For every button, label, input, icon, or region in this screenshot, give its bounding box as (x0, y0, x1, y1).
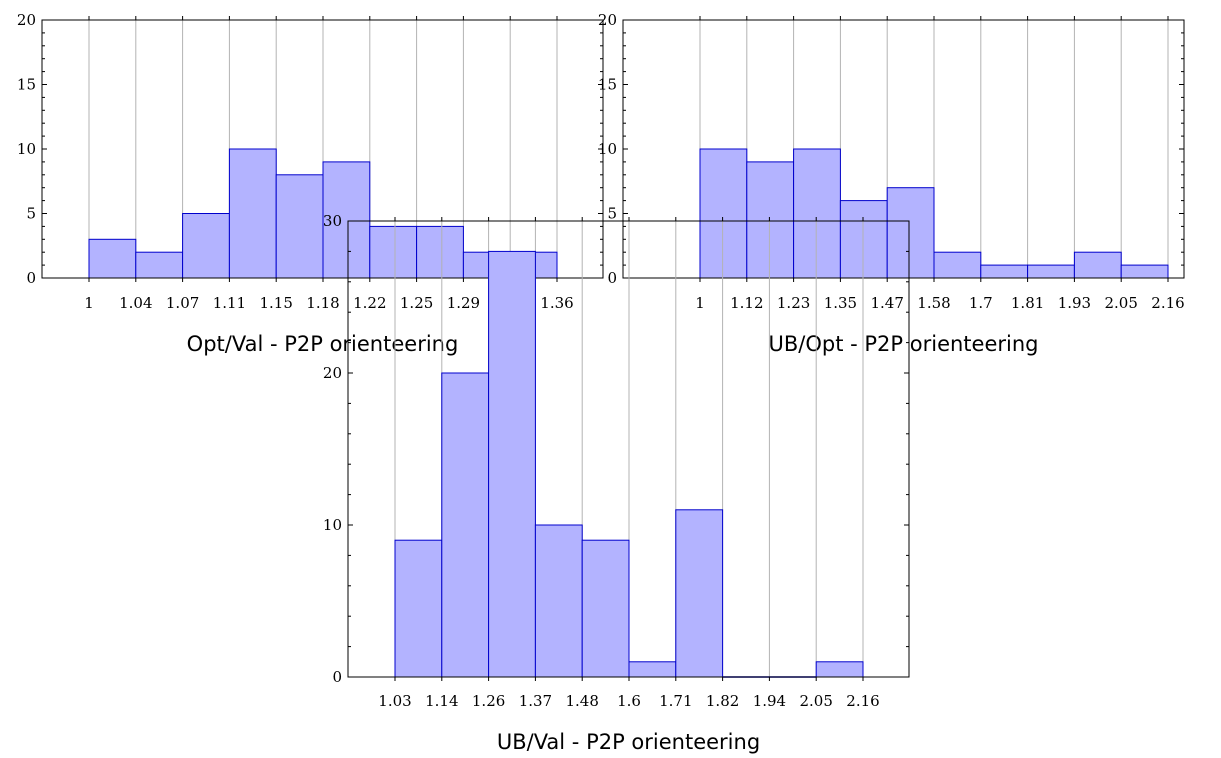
histogram-bar (182, 213, 230, 279)
histogram-bar (815, 661, 864, 678)
histogram-bar (534, 524, 583, 678)
histogram-bar (699, 148, 748, 279)
x-tick-label: 1.7 (969, 294, 993, 312)
x-tick-label: 1.14 (425, 692, 458, 710)
histogram-bar (88, 238, 137, 279)
y-tick-label: 10 (323, 516, 342, 534)
x-axis-label: UB/Val - P2P orienteering (497, 730, 760, 754)
x-tick-label: 1.11 (213, 294, 246, 312)
histogram-bar (1120, 264, 1169, 279)
x-tick-label: 1.03 (378, 692, 411, 710)
y-tick-label: 20 (323, 364, 342, 382)
histogram-opt-val: 0 5 10 15 20 1 1.04 1.07 1.11 1.15 1.18 1.22 1.25 1.2… (17, 11, 604, 356)
x-tick-label: 1.81 (1011, 294, 1044, 312)
histogram-bar (746, 161, 795, 279)
x-tick-label: 1.35 (824, 294, 857, 312)
histogram-bar (416, 225, 464, 279)
x-tick-label: 1.48 (565, 692, 598, 710)
histogram-bar (135, 251, 184, 279)
histogram-bar (488, 250, 536, 678)
y-tick-label: 0 (607, 269, 617, 287)
x-tick-label: 1.94 (753, 692, 786, 710)
y-tick-label: 10 (17, 140, 36, 158)
histogram-bar (628, 661, 677, 678)
y-tick-label: 15 (17, 76, 36, 94)
histogram-bar (1073, 251, 1122, 279)
y-tick-label: 30 (323, 212, 342, 230)
x-tick-label: 2.16 (1151, 294, 1184, 312)
x-tick-label: 1.47 (870, 294, 903, 312)
histogram-bar (886, 187, 935, 279)
histogram-ub-opt: 0 5 10 15 20 1 1.12 1.23 1.35 1.47 1.58 1.7 1.81 1.93… (598, 11, 1185, 356)
x-tick-label: 1.12 (730, 294, 763, 312)
x-tick-label: 1.6 (617, 692, 641, 710)
histogram-bar (581, 539, 630, 678)
x-axis-label: UB/Opt - P2P orienteering (769, 332, 1039, 356)
histogram-bar (933, 251, 982, 279)
x-tick-label: 1.71 (659, 692, 692, 710)
x-tick-label: 1.23 (777, 294, 810, 312)
x-tick-label: 2.16 (846, 692, 879, 710)
x-tick-label: 1.25 (400, 294, 433, 312)
x-tick-label: 1.29 (447, 294, 480, 312)
histogram-bar (793, 148, 841, 279)
x-tick-label: 2.05 (1104, 294, 1137, 312)
x-tick-label: 1.26 (472, 692, 505, 710)
histogram-bar (228, 148, 277, 279)
histogram-bar (839, 200, 888, 279)
y-tick-label: 20 (17, 11, 36, 29)
histogram-bar (275, 174, 324, 279)
histogram-bar (441, 372, 490, 678)
histogram-bar (980, 264, 1029, 279)
y-tick-label: 15 (598, 76, 617, 94)
x-axis-label: Opt/Val - P2P orienteering (187, 332, 459, 356)
y-tick-label: 20 (598, 11, 617, 29)
x-tick-label: 1.93 (1058, 294, 1091, 312)
x-tick-label: 1.58 (917, 294, 950, 312)
histogram-bar (322, 161, 371, 279)
x-tick-label: 1.22 (353, 294, 386, 312)
histogram-bar (1027, 264, 1075, 279)
y-tick-label: 5 (607, 205, 617, 223)
x-tick-label: 1 (84, 294, 94, 312)
x-tick-label: 1.82 (706, 692, 739, 710)
x-tick-label: 1.04 (119, 294, 152, 312)
y-tick-label: 0 (332, 668, 342, 686)
x-tick-label: 2.05 (799, 692, 832, 710)
x-tick-label: 1.37 (519, 692, 552, 710)
x-tick-label: 1.15 (259, 294, 292, 312)
x-tick-label: 1.18 (306, 294, 339, 312)
y-tick-label: 10 (598, 140, 617, 158)
y-tick-label: 0 (26, 269, 36, 287)
x-tick-label: 1.07 (166, 294, 199, 312)
histogram-bar (675, 509, 724, 678)
y-tick-label: 5 (26, 205, 36, 223)
x-tick-label: 1 (695, 294, 705, 312)
x-tick-label: 1.36 (540, 294, 573, 312)
histogram-bar (369, 225, 418, 279)
histogram-bar (394, 539, 443, 678)
